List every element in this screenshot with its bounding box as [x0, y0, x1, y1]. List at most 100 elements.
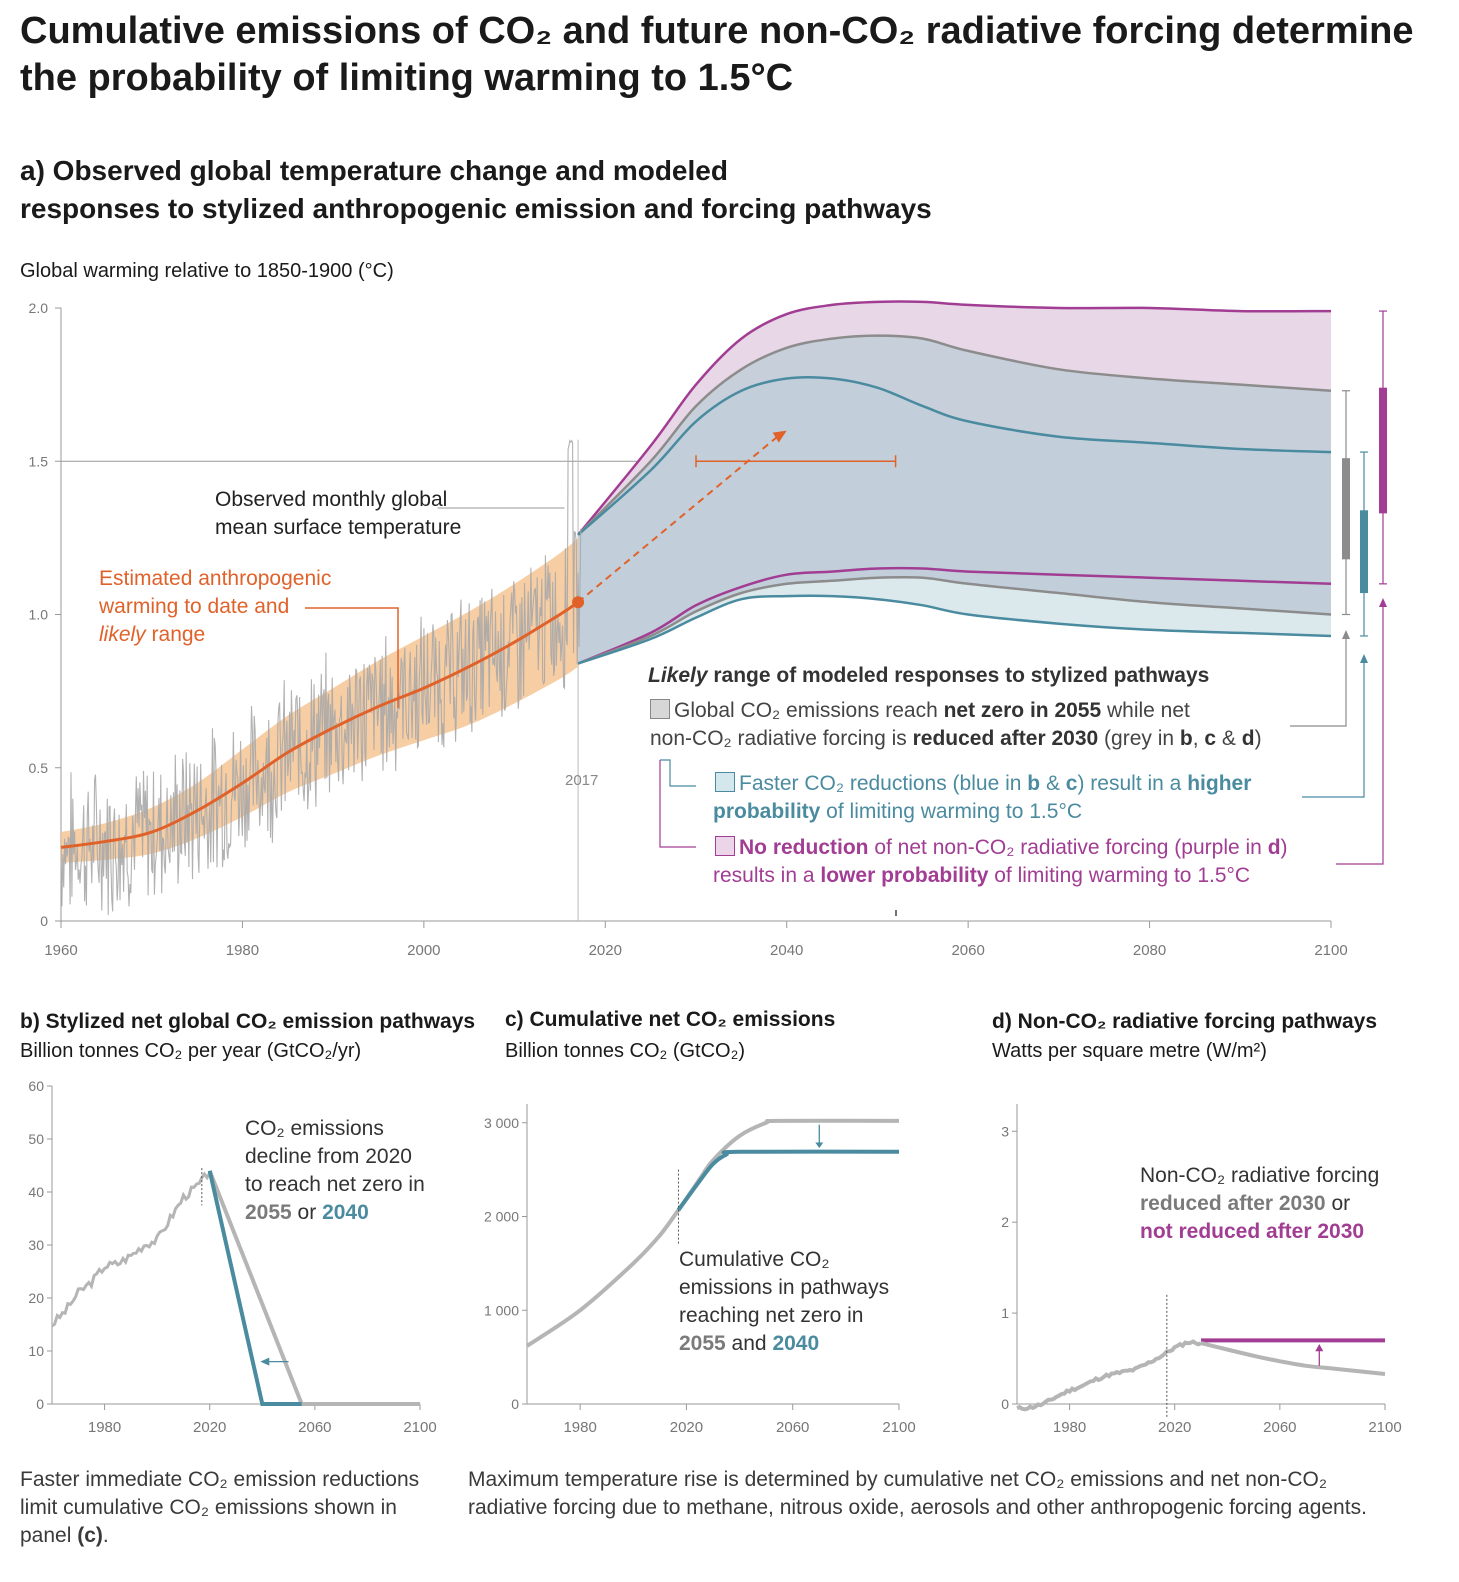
- panel-a-heading-line2: responses to stylized anthropogenic emis…: [20, 193, 932, 224]
- y-tick-label-a: 2.0: [29, 300, 49, 316]
- y-tick-label-b: 40: [28, 1184, 44, 1200]
- legend-grey-line1: Global CO₂ emissions reach net zero in 2…: [650, 697, 1190, 725]
- footer-right: Maximum temperature rise is determined b…: [468, 1466, 1367, 1522]
- cumulative-2040-line: [676, 1149, 900, 1212]
- panel-a-heading-line1: a) Observed global temperature change an…: [20, 155, 728, 186]
- legend-blue-connector: [1302, 662, 1365, 798]
- observed-label-line2: mean surface temperature: [215, 516, 462, 539]
- x-tick-label-d: 2020: [1158, 1419, 1191, 1436]
- y-tick-label-c: 1 000: [484, 1302, 519, 1318]
- observed-label: Observed monthly global mean surface tem…: [215, 486, 461, 542]
- x-tick-label-a: 1980: [226, 942, 259, 959]
- x-tick-label-a: 2080: [1133, 942, 1166, 959]
- panel-a-unit: Global warming relative to 1850-1900 (°C…: [20, 260, 394, 282]
- blue-low-line: [577, 594, 1332, 665]
- y-tick-label-c: 2 000: [484, 1209, 519, 1225]
- x-tick-label-c: 2100: [882, 1419, 915, 1436]
- panel-b-title: b) Stylized net global CO₂ emission path…: [20, 1010, 476, 1033]
- panel-a-heading: a) Observed global temperature change an…: [20, 152, 1020, 228]
- panel-d-anno-line2: reduced after 2030 or: [1140, 1192, 1351, 1215]
- panel-b-anno-line2: decline from 2020: [245, 1145, 412, 1168]
- x-tick-label-a: 2000: [407, 942, 440, 959]
- historical-emissions-line: [51, 1171, 211, 1328]
- x-tick-label-a: 2020: [589, 942, 622, 959]
- x-tick-label-c: 1980: [563, 1419, 596, 1436]
- anthropogenic-label: Estimated anthropogenic warming to date …: [99, 565, 331, 649]
- shift-arrowhead-c: [815, 1142, 824, 1149]
- x-tick-label-d: 2060: [1263, 1419, 1296, 1436]
- legend-grey-line2: non-CO₂ radiative forcing is reduced aft…: [650, 727, 1262, 750]
- purple-range-box: [1379, 387, 1387, 514]
- footer-left: Faster immediate CO₂ emission reductions…: [20, 1466, 419, 1550]
- legend-blue-arrowhead: [1360, 654, 1368, 663]
- panel-c-anno-line2: emissions in pathways: [679, 1276, 890, 1299]
- y-tick-label-b: 10: [28, 1343, 44, 1359]
- legend-grey-swatch: [650, 699, 670, 719]
- panel-b-unit: Billion tonnes CO₂ per year (GtCO₂/yr): [20, 1040, 362, 1062]
- purple-low-line: [577, 566, 1332, 665]
- y-tick-label-a: 0: [40, 913, 48, 929]
- shift-arrowhead-d: [1315, 1344, 1324, 1352]
- y-tick-label-c: 0: [511, 1396, 519, 1412]
- y-tick-label-d: 1: [1001, 1305, 1009, 1321]
- panel-b-anno-line3: to reach net zero in: [245, 1173, 425, 1196]
- y-tick-label-d: 0: [1001, 1396, 1009, 1412]
- y-tick-label-b: 30: [28, 1237, 44, 1253]
- panel-d-chart: 0 1 2 3 1980 2020 2060 2100: [1001, 1104, 1402, 1436]
- x-tick-label-b: 2060: [298, 1419, 331, 1436]
- legend-purple-arrowhead: [1379, 598, 1387, 607]
- x-tick-label-a: 1960: [44, 942, 77, 959]
- x-tick-label-d: 1980: [1053, 1419, 1086, 1436]
- y-tick-label-c: 3 000: [484, 1115, 519, 1131]
- x-tick-label-a: 2060: [951, 942, 984, 959]
- x-tick-label-c: 2060: [776, 1419, 809, 1436]
- net-zero-2040-line: [207, 1170, 302, 1406]
- year-2017-label: 2017: [565, 772, 599, 789]
- y-tick-label-b: 20: [28, 1290, 44, 1306]
- x-tick-label-d: 2100: [1368, 1419, 1401, 1436]
- x-tick-label-b: 2100: [403, 1419, 436, 1436]
- footer-left-line1: Faster immediate CO₂ emission reductions: [20, 1468, 420, 1491]
- panel-c-unit: Billion tonnes CO₂ (GtCO₂): [505, 1040, 746, 1062]
- y-tick-label-a: 1.0: [29, 607, 49, 623]
- blue-high-line: [577, 375, 1332, 536]
- shift-arrowhead-b: [260, 1357, 270, 1366]
- grey-high-line: [577, 334, 1332, 536]
- page-title: Cumulative emissions of CO₂ and future n…: [20, 10, 1414, 99]
- legend-blue-line1: Faster CO₂ reductions (blue in b & c) re…: [715, 770, 1251, 798]
- panel-c-annotation: Cumulative CO₂ emissions in pathways rea…: [679, 1246, 889, 1358]
- legend-purple-line2: results in a lower probability of limiti…: [713, 864, 1251, 887]
- anthropogenic-likely-band: [61, 537, 579, 863]
- panel-b-chart: 0 10 20 30 40 50 60 1980 2020 2060 2100: [28, 1078, 436, 1436]
- historical-forcing-line: [1016, 1339, 1202, 1412]
- panel-b-anno-line4: 2055 or 2040: [245, 1201, 369, 1224]
- anthropogenic-label-line1: Estimated anthropogenic: [99, 567, 332, 590]
- y-tick-label-d: 2: [1001, 1214, 1009, 1230]
- legend-purple-swatch: [715, 836, 735, 856]
- legend-blue-swatch: [715, 772, 735, 792]
- panel-d-annotation: Non-CO₂ radiative forcing reduced after …: [1140, 1162, 1379, 1246]
- grey-range-box: [1342, 458, 1350, 560]
- panel-d-anno-line1: Non-CO₂ radiative forcing: [1140, 1164, 1380, 1187]
- panel-c-anno-line1: Cumulative CO₂: [679, 1248, 830, 1271]
- panel-b-annotation: CO₂ emissions decline from 2020 to reach…: [245, 1115, 425, 1227]
- anthropogenic-warming-line: [60, 600, 579, 849]
- panel-c-title: c) Cumulative net CO₂ emissions: [505, 1008, 836, 1031]
- x-tick-label-c: 2020: [670, 1419, 703, 1436]
- panel-d-anno-line3: not reduced after 2030: [1140, 1220, 1365, 1243]
- y-tick-label-b: 60: [28, 1078, 44, 1094]
- y-tick-label-b: 0: [36, 1396, 44, 1412]
- legend-purple-branch: [659, 760, 696, 848]
- purple-high-line: [577, 300, 1332, 536]
- observed-temperature-line: [60, 439, 582, 915]
- legend-blue-branch: [660, 759, 696, 787]
- blue-low-overlap: [578, 577, 1331, 664]
- y-tick-label-a: 0.5: [29, 760, 49, 776]
- panel-c-anno-line4: 2055 and 2040: [679, 1332, 820, 1355]
- x-tick-label-a: 2040: [770, 942, 803, 959]
- footer-right-line2: radiative forcing due to methane, nitrou…: [468, 1496, 1367, 1519]
- trend-dashed-arrow: [577, 434, 780, 604]
- panel-b-anno-line1: CO₂ emissions: [245, 1117, 384, 1140]
- legend-grey-connector: [1290, 638, 1347, 727]
- observed-label-line1: Observed monthly global: [215, 488, 448, 511]
